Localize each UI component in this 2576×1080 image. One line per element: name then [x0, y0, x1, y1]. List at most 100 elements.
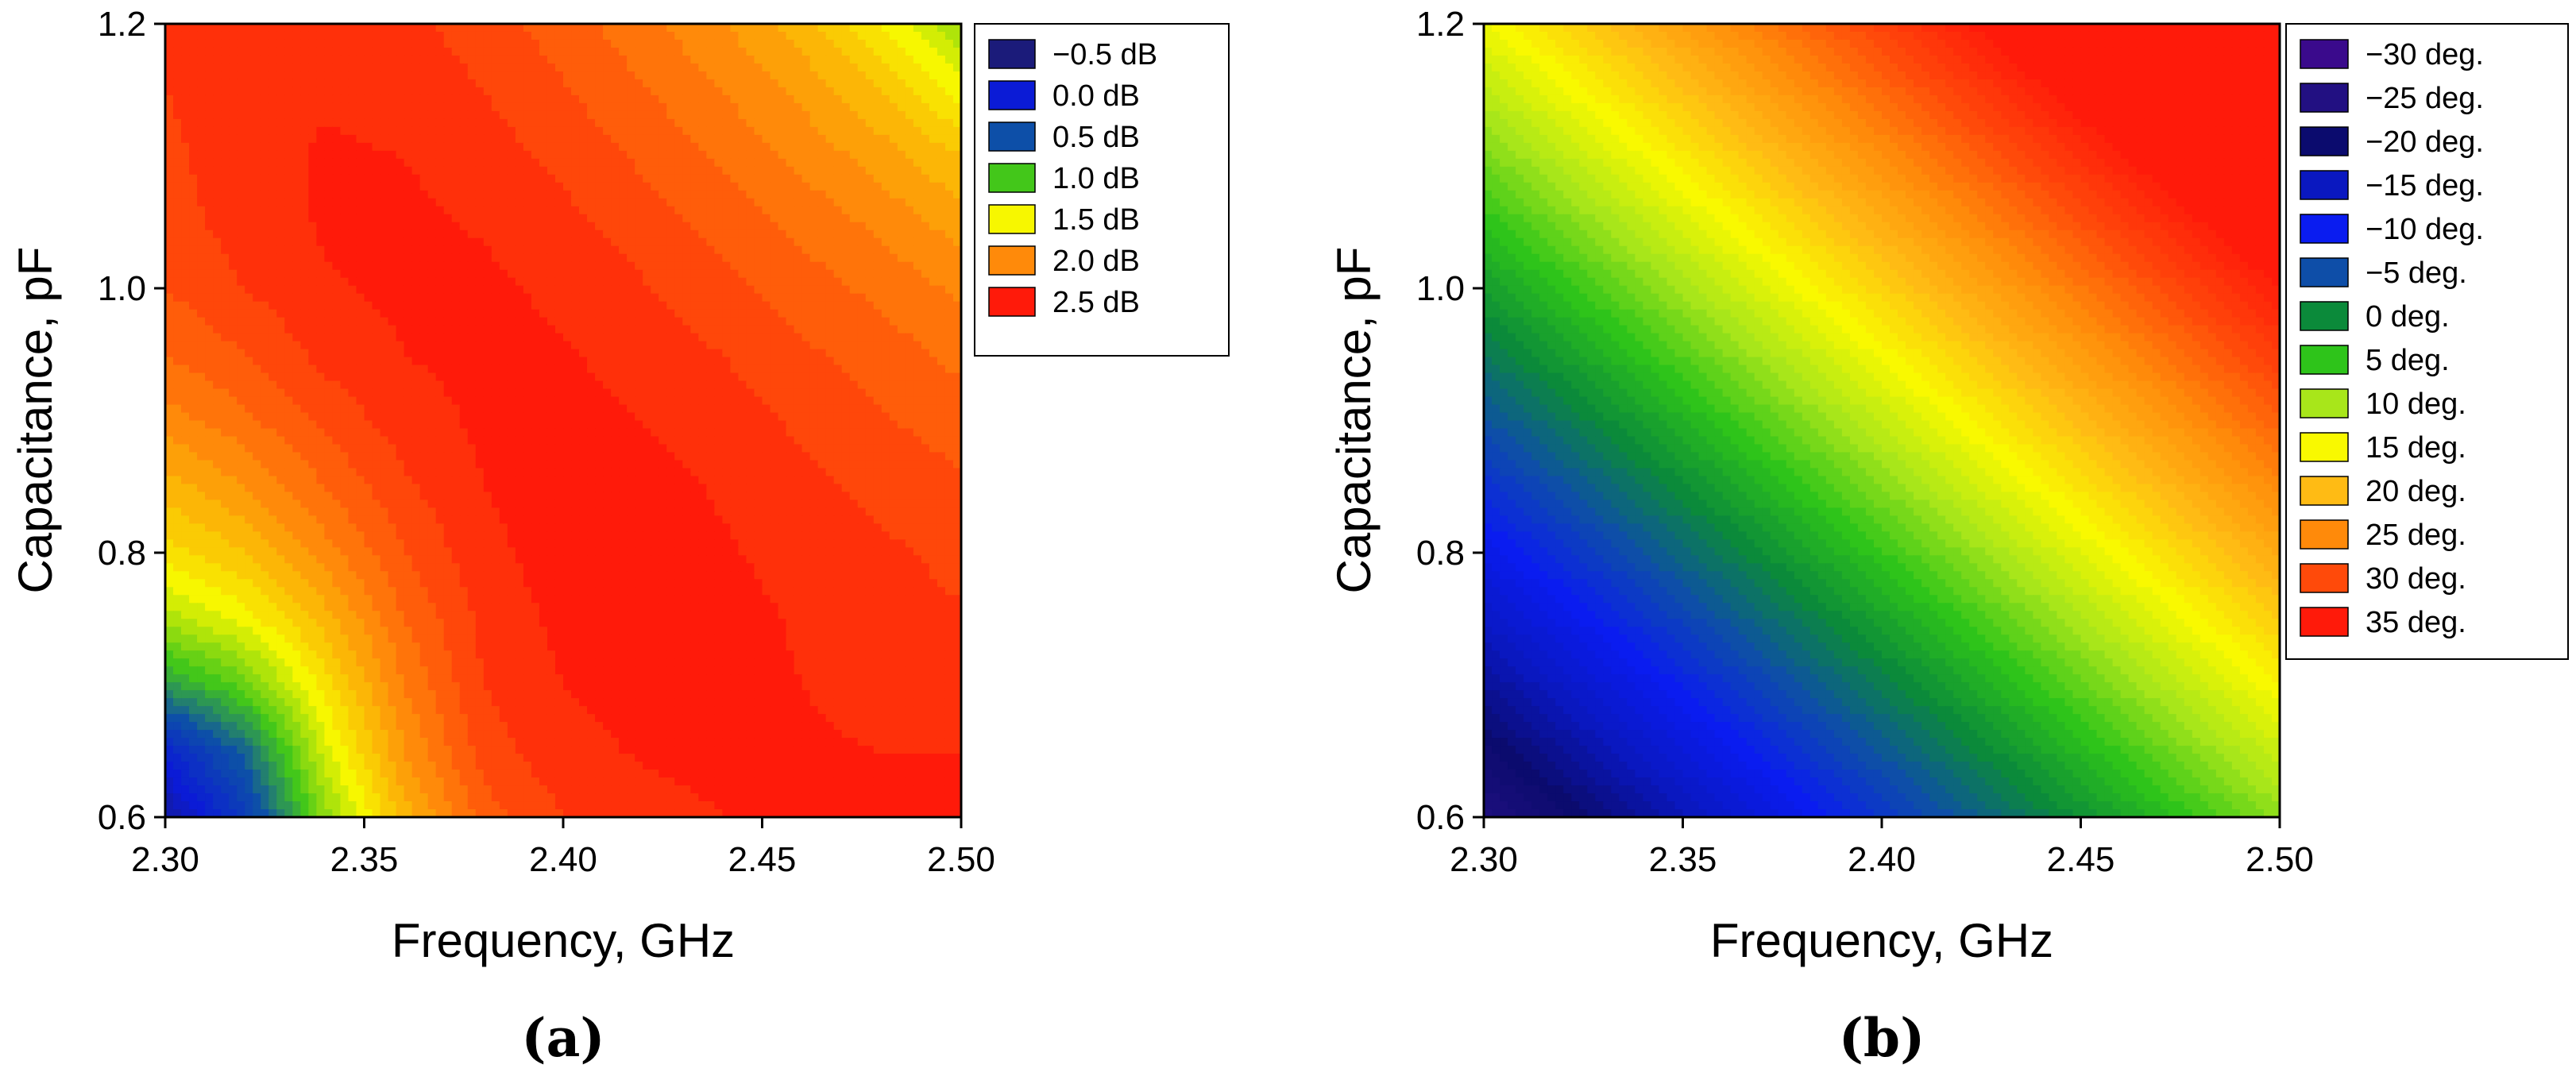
heatmap-cell [952, 71, 961, 80]
heatmap-cell [746, 301, 755, 310]
heatmap-cell [427, 341, 437, 350]
heatmap-cell [595, 325, 604, 334]
heatmap-cell [722, 222, 732, 231]
heatmap-cell [770, 63, 779, 72]
heatmap-cell [292, 118, 301, 128]
heatmap-cell [825, 126, 835, 136]
heatmap-cell [546, 214, 556, 223]
heatmap-cell [491, 94, 500, 104]
heatmap-cell [467, 190, 477, 199]
heatmap-cell [268, 349, 277, 358]
heatmap-cell [300, 230, 309, 239]
heatmap-cell [841, 150, 851, 160]
heatmap-cell [181, 269, 190, 279]
heatmap-cell [738, 301, 747, 310]
heatmap-cell [205, 222, 214, 231]
heatmap-cell [268, 230, 277, 239]
heatmap-cell [841, 206, 851, 215]
heatmap-cell [205, 412, 214, 422]
heatmap-cell [873, 150, 882, 160]
heatmap-cell [937, 230, 946, 239]
heatmap-cell [952, 388, 961, 398]
heatmap-cell [316, 166, 325, 176]
heatmap-cell [929, 190, 938, 199]
heatmap-cell [372, 237, 381, 247]
heatmap-cell [523, 150, 532, 160]
heatmap-cell [221, 39, 230, 48]
heatmap-cell [467, 372, 477, 382]
heatmap-cell [396, 380, 405, 390]
heatmap-cell [356, 396, 365, 406]
heatmap-cell [539, 47, 548, 56]
heatmap-cell [817, 182, 827, 191]
heatmap-cell [300, 55, 309, 64]
heatmap-cell [794, 261, 803, 271]
heatmap-cell [651, 293, 659, 303]
heatmap-cell [316, 174, 325, 183]
heatmap-cell [929, 214, 938, 223]
heatmap-cell [253, 63, 261, 72]
heatmap-cell [627, 142, 635, 152]
heatmap-cell [714, 150, 723, 160]
heatmap-cell [443, 198, 453, 207]
heatmap-cell [714, 333, 723, 342]
heatmap-cell [722, 309, 732, 318]
heatmap-cell [245, 102, 253, 112]
heatmap-cell [611, 79, 620, 88]
heatmap-cell [730, 237, 740, 247]
heatmap-cell [253, 341, 261, 350]
heatmap-cell [937, 94, 946, 104]
heatmap-cell [698, 349, 707, 358]
heatmap-cell [841, 293, 851, 303]
heatmap-cell [554, 214, 564, 223]
heatmap-cell [754, 357, 763, 366]
heatmap-cell [419, 126, 429, 136]
heatmap-cell [308, 222, 317, 231]
heatmap-cell [738, 24, 747, 33]
heatmap-cell [722, 31, 732, 40]
heatmap-cell [682, 357, 691, 366]
heatmap-cell [475, 214, 485, 223]
heatmap-cell [921, 198, 930, 207]
heatmap-cell [189, 396, 198, 406]
heatmap-cell [404, 277, 413, 287]
heatmap-cell [189, 79, 198, 88]
heatmap-cell [952, 396, 961, 406]
heatmap-cell [531, 277, 540, 287]
heatmap-cell [881, 301, 890, 310]
heatmap-cell [451, 253, 461, 263]
heatmap-cell [300, 357, 309, 366]
heatmap-cell [714, 198, 723, 207]
heatmap-cell [396, 87, 405, 96]
heatmap-cell [245, 39, 253, 48]
heatmap-cell [205, 237, 214, 247]
heatmap-cell [523, 333, 532, 342]
heatmap-cell [817, 317, 827, 326]
heatmap-cell [730, 24, 740, 33]
heatmap-cell [308, 245, 317, 255]
heatmap-cell [722, 39, 732, 48]
heatmap-cell [889, 380, 898, 390]
heatmap-cell [666, 325, 675, 334]
heatmap-cell [292, 110, 301, 120]
heatmap-cell [857, 198, 867, 207]
heatmap-cell [388, 206, 397, 215]
heatmap-cell [714, 317, 723, 326]
heatmap-cell [348, 237, 357, 247]
heatmap-cell [944, 198, 954, 207]
heatmap-cell [913, 150, 922, 160]
heatmap-cell [499, 39, 508, 48]
heatmap-cell [459, 110, 469, 120]
heatmap-cell [929, 237, 938, 247]
heatmap-cell [595, 372, 604, 382]
heatmap-cell [173, 198, 182, 207]
heatmap-cell [173, 317, 182, 326]
heatmap-cell [603, 333, 612, 342]
heatmap-cell [841, 198, 851, 207]
heatmap-cell [546, 182, 556, 191]
heatmap-cell [643, 341, 651, 350]
heatmap-cell [635, 39, 643, 48]
heatmap-cell [801, 118, 811, 128]
heatmap-cell [531, 71, 540, 80]
heatmap-cell [475, 71, 485, 80]
